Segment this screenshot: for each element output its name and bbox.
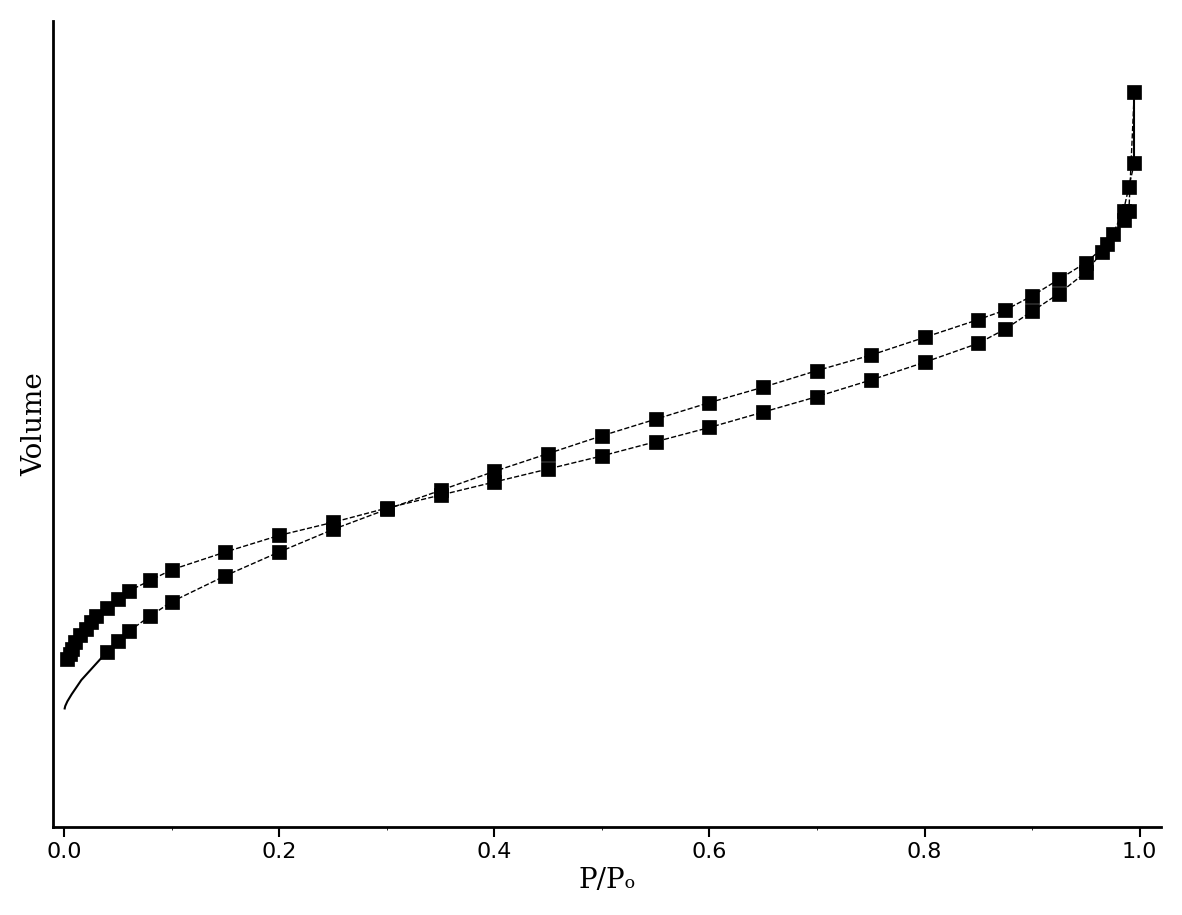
X-axis label: P/Pₒ: P/Pₒ	[579, 867, 636, 894]
Y-axis label: Volume: Volume	[21, 372, 47, 476]
